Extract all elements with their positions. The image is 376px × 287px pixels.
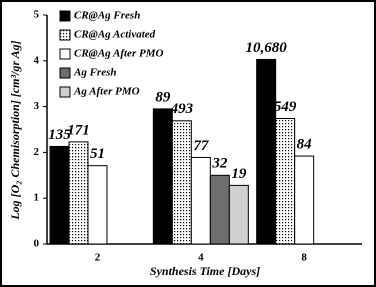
legend-label: CR@Ag Fresh [74,10,140,22]
y-tick-label: 2 [34,146,40,158]
value-label: 89 [155,89,171,105]
legend-label: CR@Ag After PMO [74,48,163,60]
value-label: 51 [90,146,105,162]
value-label: 135 [48,127,71,143]
bar [256,58,277,245]
bar [190,156,211,245]
y-axis-label: Log [O₂ Chemisorption] [cm³/gr Ag] [8,40,22,220]
value-label: 32 [211,156,228,172]
bar [49,145,70,245]
bar [228,184,249,245]
x-tick-label: 8 [301,252,307,264]
value-label: 77 [193,138,209,154]
bar [171,120,192,245]
bar [68,141,89,245]
y-tick-label: 3 [34,100,40,112]
x-tick-label: 2 [95,252,101,264]
value-label: 10,680 [246,40,288,56]
bar [294,155,315,245]
x-tick-label: 4 [198,252,204,264]
x-axis-label: Synthesis Time [Days] [150,264,260,278]
y-tick-label: 1 [34,192,40,204]
legend-swatch [59,67,71,79]
bar [209,174,230,245]
bar [87,165,108,245]
value-label: 171 [67,122,90,138]
bar [275,118,296,245]
value-label: 84 [297,137,313,153]
value-label: 19 [231,166,247,182]
legend-label: CR@Ag Activated [74,29,156,41]
legend-swatch [59,29,71,41]
legend-swatch [59,48,71,60]
value-label: 493 [170,101,194,117]
y-tick-label: 4 [34,54,40,66]
legend-label: Ag Fresh [73,67,117,79]
bar [152,108,173,245]
y-tick-label: 0 [34,238,40,250]
legend-swatch [59,86,71,98]
y-tick-label: 5 [34,9,40,21]
value-label: 549 [274,99,297,115]
legend-label: Ag After PMO [73,86,140,98]
legend-swatch [59,10,71,22]
